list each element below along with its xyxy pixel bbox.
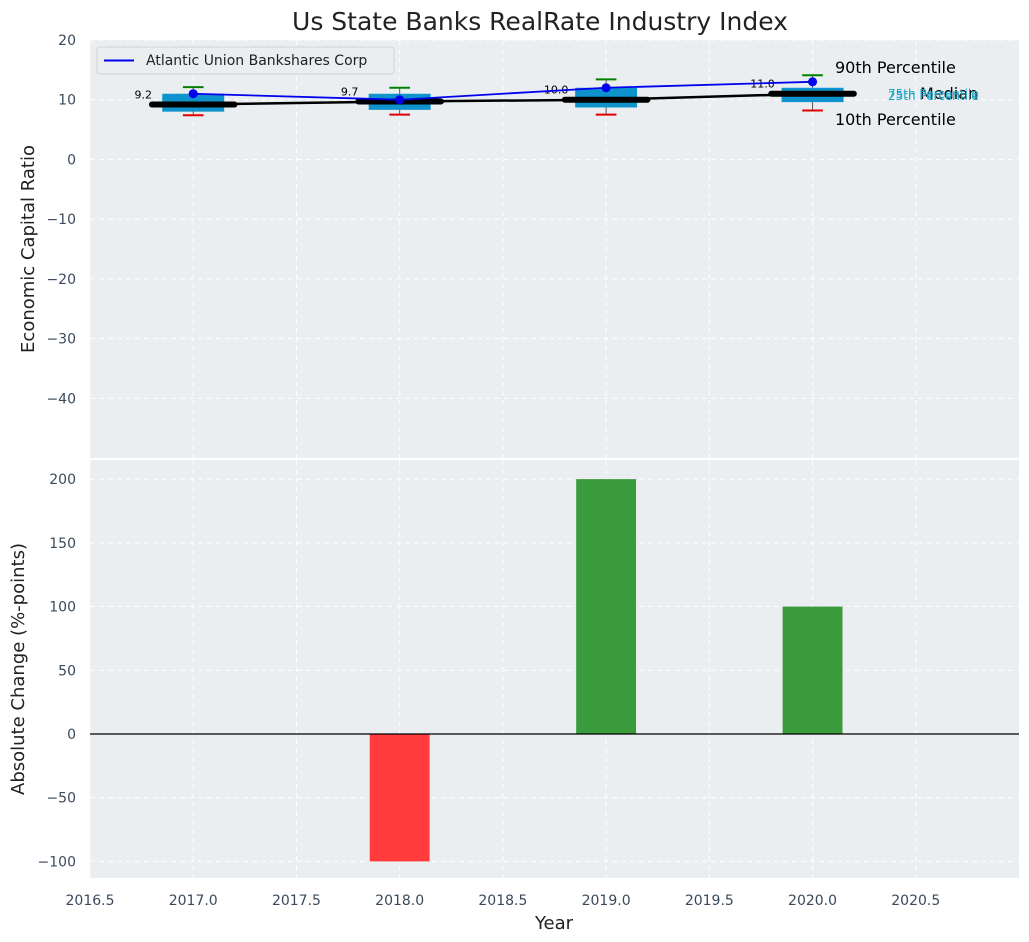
top-plot-marks: 9.2 9.7 10.0 11.0 xyxy=(134,74,857,117)
x-tick-label: 2017.0 xyxy=(169,893,218,909)
top-y-tick-label: 20 xyxy=(58,33,76,49)
bottom-y-tick-label: 100 xyxy=(49,600,76,616)
change-bar xyxy=(782,606,843,734)
annotation-75th-percentile: 75th Percentile xyxy=(888,87,979,101)
top-y-ticks: 20 10 0 −10 −20 −30 −40 xyxy=(46,33,76,407)
median-value-label: 11.0 xyxy=(750,78,775,91)
series-point xyxy=(188,89,198,99)
change-bar xyxy=(369,733,430,862)
x-tick-label: 2020.0 xyxy=(788,893,837,909)
top-y-tick-label: −30 xyxy=(46,332,76,348)
top-y-tick-label: −40 xyxy=(46,391,76,407)
top-panel-background xyxy=(90,40,1019,458)
annotation-median: Median xyxy=(920,84,978,103)
x-tick-label: 2019.5 xyxy=(685,893,734,909)
median-value-label: 9.2 xyxy=(134,88,152,101)
top-y-tick-label: −20 xyxy=(46,272,76,288)
annotation-25th-percentile: 25th Percentile xyxy=(888,89,979,103)
series-point xyxy=(601,83,611,93)
annotation-90th-percentile: 90th Percentile xyxy=(835,58,956,77)
x-tick-label: 2016.5 xyxy=(66,893,115,909)
bottom-y-tick-label: 50 xyxy=(58,663,76,679)
series-line xyxy=(193,80,813,101)
x-tick-label: 2020.5 xyxy=(891,893,940,909)
x-tick-label: 2017.5 xyxy=(272,893,321,909)
top-y-tick-label: 10 xyxy=(58,93,76,109)
x-tick-label: 2018.0 xyxy=(375,893,424,909)
change-bar xyxy=(576,479,637,734)
bottom-panel-background xyxy=(90,460,1019,878)
bottom-y-tick-label: 150 xyxy=(49,536,76,552)
top-y-tick-label: −10 xyxy=(46,212,76,228)
bottom-y-tick-label: −50 xyxy=(46,791,76,807)
bottom-y-tick-label: 0 xyxy=(67,727,76,743)
legend-entry-atlantic-union: Atlantic Union Bankshares Corp xyxy=(146,53,367,69)
top-y-tick-label: 0 xyxy=(67,152,76,168)
x-tick-label: 2018.5 xyxy=(478,893,527,909)
series-point xyxy=(808,77,818,87)
chart-title: Us State Banks RealRate Industry Index xyxy=(292,7,788,36)
x-tick-label: 2019.0 xyxy=(582,893,631,909)
bottom-y-tick-label: 200 xyxy=(49,472,76,488)
bottom-y-ticks: 200 150 100 50 0 −50 −100 xyxy=(38,472,76,870)
series-point xyxy=(395,95,405,105)
bottom-y-tick-label: −100 xyxy=(38,854,76,870)
bottom-x-ticks: 2016.5 2017.0 2017.5 2018.0 2018.5 2019.0 2019… xyxy=(66,893,941,909)
top-y-axis-label: Economic Capital Ratio xyxy=(18,145,39,353)
bottom-plot-marks xyxy=(90,479,1019,862)
median-line xyxy=(193,92,813,106)
top-gridlines xyxy=(89,39,1019,458)
annotation-10th-percentile: 10th Percentile xyxy=(835,110,956,129)
bottom-y-axis-label: Absolute Change (%-points) xyxy=(8,543,29,795)
x-axis-label: Year xyxy=(534,913,574,934)
median-value-label: 9.7 xyxy=(341,86,359,99)
legend: Atlantic Union Bankshares Corp xyxy=(96,46,395,75)
